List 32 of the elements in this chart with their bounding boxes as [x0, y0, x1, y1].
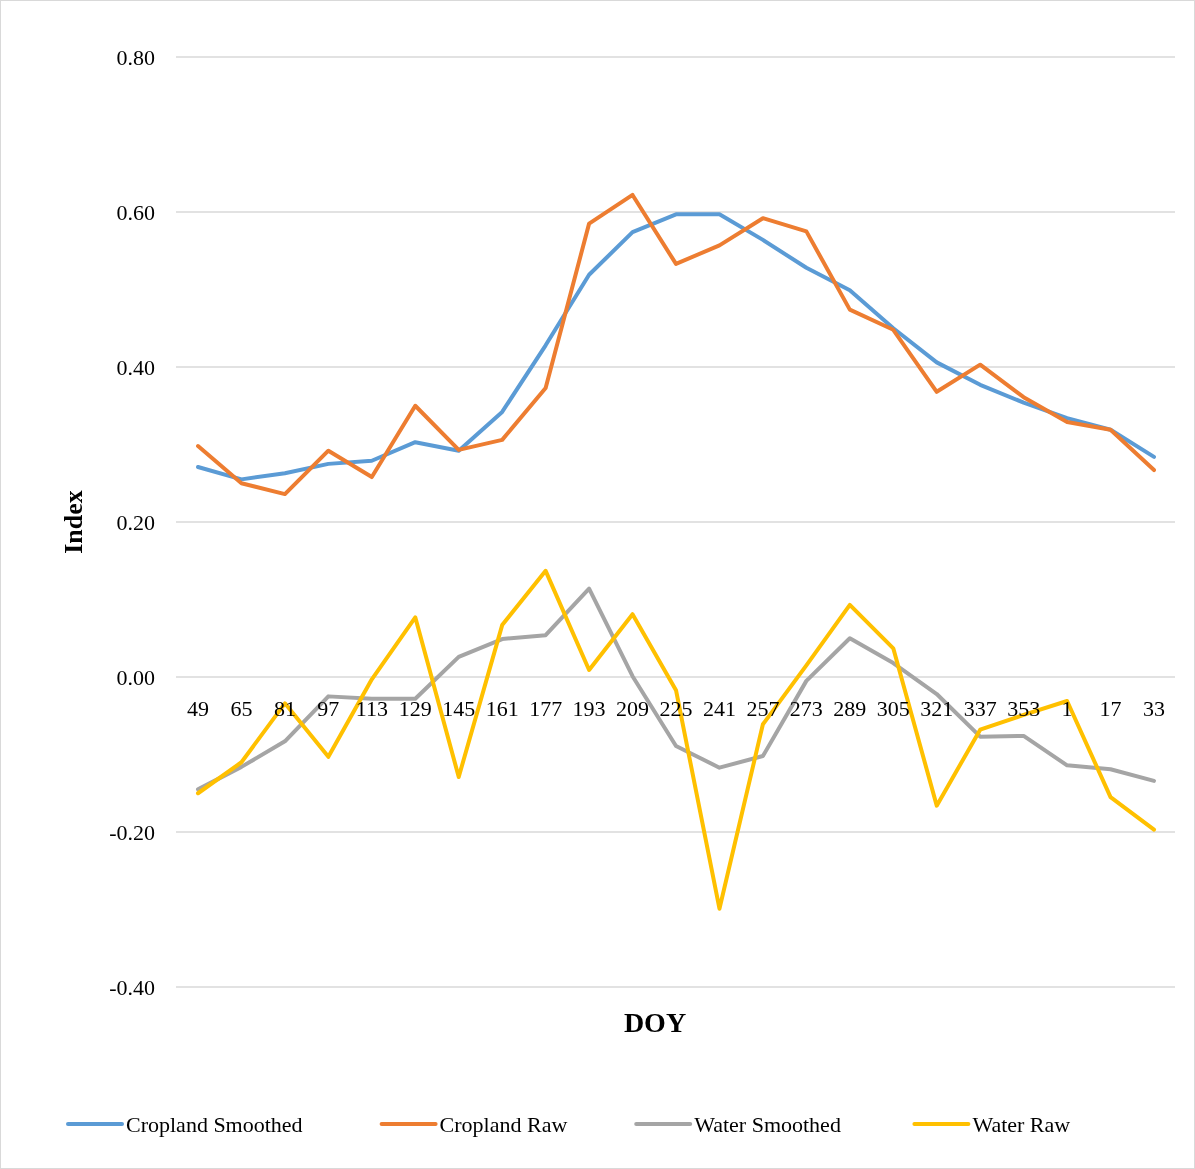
y-tick-label: 0.60	[116, 200, 155, 225]
x-tick-label: 177	[529, 696, 563, 721]
x-tick-label: 1	[1061, 696, 1073, 721]
legend-label: Cropland Raw	[439, 1112, 568, 1137]
legend-label: Water Smoothed	[694, 1112, 841, 1137]
x-tick-label: 337	[963, 696, 997, 721]
y-tick-label: 0.00	[116, 665, 155, 690]
y-tick-label: 0.80	[116, 45, 155, 70]
y-tick-label: -0.40	[109, 975, 155, 1000]
x-axis-title: DOY	[623, 1007, 687, 1038]
x-tick-label: 129	[398, 696, 432, 721]
x-tick-label: 241	[702, 696, 736, 721]
x-tick-label: 145	[442, 696, 476, 721]
x-tick-label: 289	[833, 696, 867, 721]
x-tick-label: 65	[230, 696, 253, 721]
x-tick-label: 321	[920, 696, 954, 721]
x-tick-label: 97	[317, 696, 340, 721]
x-tick-label: 49	[187, 696, 209, 721]
x-tick-label: 273	[789, 696, 823, 721]
y-axis-title: Index	[59, 490, 88, 554]
y-tick-label: -0.20	[109, 820, 155, 845]
x-tick-label: 193	[572, 696, 606, 721]
x-tick-label: 33	[1143, 696, 1165, 721]
x-tick-label: 209	[616, 696, 650, 721]
y-tick-label: 0.20	[116, 510, 155, 535]
x-tick-label: 161	[485, 696, 519, 721]
x-tick-label: 113	[355, 696, 388, 721]
y-tick-label: 0.40	[116, 355, 155, 380]
x-tick-label: 17	[1099, 696, 1122, 721]
legend-label: Water Raw	[972, 1112, 1071, 1137]
legend-label: Cropland Smoothed	[126, 1112, 303, 1137]
x-tick-label: 305	[876, 696, 910, 721]
